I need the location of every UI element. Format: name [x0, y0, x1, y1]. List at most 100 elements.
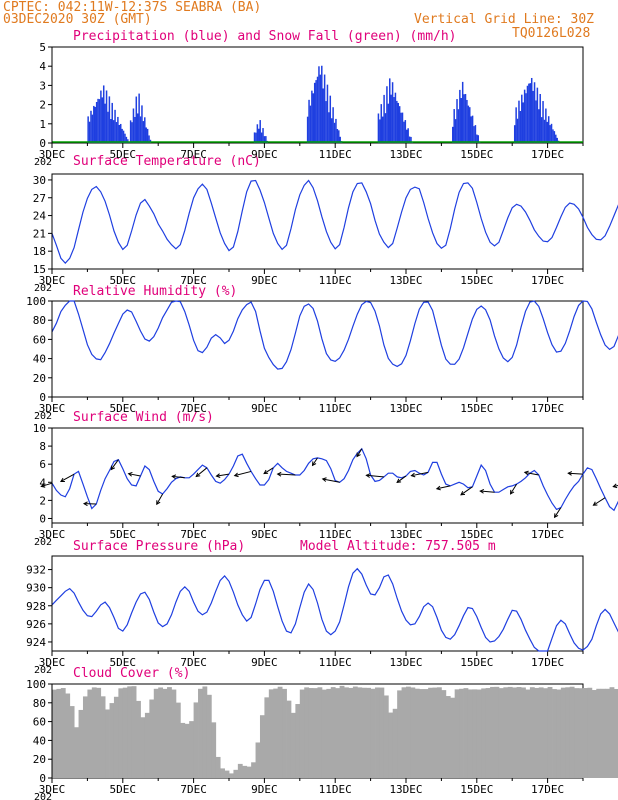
- cloud-bar: [529, 687, 535, 778]
- cloud-bar: [255, 742, 261, 778]
- precip-bar: [145, 127, 147, 143]
- wind-ytick-label: 4: [39, 476, 46, 489]
- cloud-ytick-label: 40: [33, 734, 46, 747]
- precip-bar: [389, 78, 391, 143]
- cloud-bar: [100, 696, 106, 778]
- cloud-bar: [600, 688, 606, 778]
- cloud-bar: [215, 756, 221, 778]
- rh-ytick-label: 40: [33, 353, 46, 366]
- precip-bar: [312, 93, 315, 143]
- precip-bar: [332, 107, 334, 143]
- cloud-bar: [445, 696, 451, 778]
- temp-ytick-label: 18: [33, 245, 46, 258]
- precip-bar: [477, 135, 480, 143]
- cloud-bar: [273, 688, 279, 778]
- pressure-series-line: [51, 567, 618, 652]
- precip-bar: [325, 101, 327, 143]
- precip-bar: [335, 118, 337, 143]
- precip-bar: [134, 116, 136, 143]
- cloud-bar: [503, 687, 509, 778]
- cloud-bar: [406, 686, 411, 778]
- precip-bar: [410, 136, 412, 143]
- rh-xtick-label: 17DEC: [531, 402, 564, 415]
- precip-bar: [124, 133, 126, 143]
- cloud-bar: [401, 687, 407, 778]
- temp-ytick-label: 27: [33, 192, 46, 205]
- temp-xtick-label: 9DEC: [251, 274, 278, 287]
- header-location: CPTEC: 042:11W-12:37S SEABRA (BA): [3, 0, 262, 15]
- cloud-bar: [392, 708, 398, 778]
- cloud-bar: [476, 689, 482, 778]
- cloud-bar: [467, 689, 473, 778]
- precip-xtick-label: 3DEC: [39, 148, 66, 161]
- precip-bar: [94, 106, 96, 143]
- cloud-bar: [78, 709, 84, 778]
- precip-bar: [463, 94, 465, 143]
- precip-bar: [326, 84, 329, 143]
- cloud-bar: [96, 687, 102, 778]
- wind-xtick-label: 15DEC: [460, 528, 493, 541]
- cloud-bar: [52, 689, 57, 778]
- cloud-bar: [113, 696, 119, 778]
- wind-arrowhead: [510, 489, 515, 495]
- rh-year-fragment: 202: [34, 411, 52, 422]
- precip-bar: [396, 100, 398, 143]
- precip-bar: [519, 110, 522, 143]
- wind-xtick-label: 17DEC: [531, 528, 564, 541]
- wind-arrowhead: [311, 461, 317, 467]
- cloud-bar: [321, 689, 327, 778]
- precip-bar: [521, 94, 523, 143]
- precip-bar: [391, 82, 394, 143]
- precip-bar: [339, 136, 341, 143]
- precip-xtick-label: 7DEC: [180, 148, 207, 161]
- rh-ytick-label: 20: [33, 372, 46, 385]
- precip-bar: [313, 82, 316, 143]
- cloud-bar: [224, 770, 230, 778]
- wind-xtick-label: 13DEC: [389, 528, 422, 541]
- wind-arrow: [110, 459, 119, 470]
- wind-arrow: [172, 475, 185, 479]
- precip-bar: [114, 109, 116, 143]
- cloud-bar: [498, 688, 504, 778]
- precip-bar: [148, 135, 150, 143]
- cloud-bar: [454, 689, 460, 778]
- precip-bar: [95, 101, 98, 143]
- cloud-bar: [122, 687, 128, 778]
- cloud-xtick-label: 9DEC: [251, 783, 278, 796]
- cloud-bar: [118, 688, 124, 778]
- precip-bar: [321, 65, 323, 143]
- precip-bar: [259, 120, 261, 143]
- precip-bar: [525, 93, 527, 143]
- precip-bar: [381, 116, 384, 143]
- wind-arrowhead: [365, 473, 371, 478]
- precip-bar: [457, 109, 460, 143]
- wind-arrowhead: [460, 491, 466, 496]
- cloud-bar: [565, 687, 571, 778]
- cloud-bar: [162, 688, 168, 778]
- cloud-bar: [450, 697, 456, 778]
- cloud-bar: [605, 688, 610, 778]
- wind-arrowhead: [195, 472, 201, 478]
- cloud-bar: [326, 688, 332, 778]
- cloud-bar: [220, 768, 225, 778]
- cloud-bar: [494, 686, 500, 778]
- cloud-bar: [383, 695, 389, 778]
- precip-bar: [540, 117, 543, 143]
- precip-bar: [538, 109, 540, 143]
- cloud-bar: [56, 688, 62, 778]
- wind-ytick-label: 6: [39, 458, 46, 471]
- cloud-bar: [507, 686, 513, 778]
- precip-bar: [471, 115, 474, 143]
- precip-bar: [383, 94, 385, 143]
- precip-bar: [404, 120, 407, 143]
- precip-xtick-label: 5DEC: [110, 148, 137, 161]
- cloud-title: Cloud Cover (%): [73, 666, 191, 681]
- wind-arrow: [366, 474, 384, 478]
- precip-bar: [118, 124, 121, 143]
- precip-bar: [117, 116, 119, 143]
- precip-bar: [141, 105, 143, 143]
- precip-bar: [98, 99, 101, 143]
- wind-arrowhead: [263, 469, 269, 475]
- wind-ytick-label: 0: [39, 512, 46, 525]
- header-run-id: TQ0126L028: [512, 26, 591, 41]
